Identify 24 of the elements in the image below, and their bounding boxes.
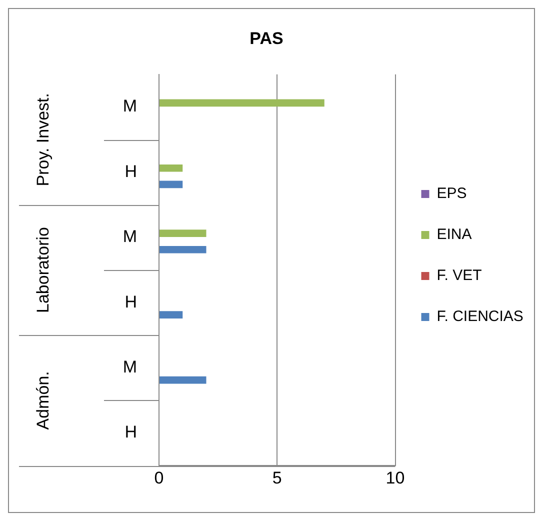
text: Proy. Invest. [34, 92, 53, 186]
y-tick-label: M [122, 96, 137, 116]
bar [160, 246, 206, 254]
legend-label: F. VET [436, 267, 482, 284]
y-tick-label: H [124, 292, 137, 312]
text: Admón. [34, 371, 53, 430]
y-tick-label: M [122, 357, 137, 376]
x-tick-label: 10 [386, 468, 405, 488]
y-tick-label: H [124, 162, 137, 181]
bar [160, 230, 206, 237]
bar [160, 311, 183, 318]
bar [160, 99, 324, 107]
y-tick-label: M [122, 227, 137, 246]
legend-label: F. CIENCIAS [436, 308, 524, 326]
chart-title: PAS [250, 28, 284, 48]
x-tick-label: 5 [272, 468, 282, 488]
legend-label: EINA [436, 226, 472, 244]
bar [160, 180, 183, 188]
bar [160, 376, 206, 384]
y-tick-label: H [124, 422, 137, 442]
x-tick-label: 0 [154, 468, 164, 488]
text: Laboratorio [34, 226, 53, 314]
legend-label: EPS [436, 185, 467, 202]
bar [160, 164, 183, 172]
